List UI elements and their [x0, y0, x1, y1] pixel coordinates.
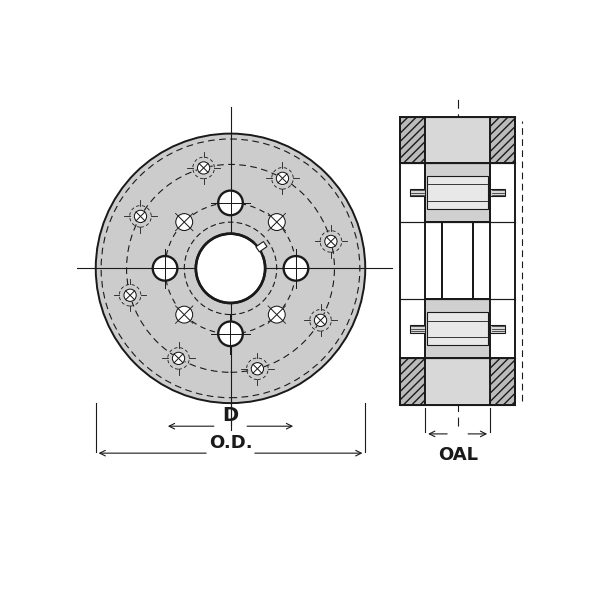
Bar	[490, 325, 505, 332]
Circle shape	[218, 191, 243, 215]
Text: D: D	[223, 406, 239, 425]
Bar	[400, 358, 425, 404]
Circle shape	[172, 352, 185, 365]
Bar	[425, 116, 490, 163]
Bar	[425, 299, 490, 358]
Bar	[425, 163, 490, 222]
Polygon shape	[256, 242, 267, 252]
Bar	[425, 358, 490, 404]
Bar	[490, 358, 515, 404]
Circle shape	[268, 306, 285, 323]
Bar	[427, 313, 488, 345]
Circle shape	[176, 306, 193, 323]
Bar	[400, 116, 425, 163]
Circle shape	[176, 214, 193, 230]
Circle shape	[218, 322, 243, 346]
Circle shape	[96, 134, 365, 403]
Bar	[442, 222, 473, 299]
Text: O.D.: O.D.	[209, 434, 253, 452]
Circle shape	[153, 256, 178, 281]
Circle shape	[196, 233, 265, 303]
Circle shape	[325, 235, 337, 248]
Circle shape	[284, 256, 308, 281]
Circle shape	[124, 289, 136, 301]
Bar	[427, 176, 488, 209]
Bar	[410, 188, 425, 196]
Circle shape	[197, 162, 210, 174]
Circle shape	[251, 362, 263, 375]
Text: OAL: OAL	[437, 446, 478, 464]
Circle shape	[268, 214, 285, 230]
Bar	[490, 188, 505, 196]
Bar	[490, 116, 515, 163]
Bar	[410, 325, 425, 332]
Circle shape	[134, 210, 146, 223]
Circle shape	[314, 314, 326, 326]
Circle shape	[277, 172, 289, 184]
